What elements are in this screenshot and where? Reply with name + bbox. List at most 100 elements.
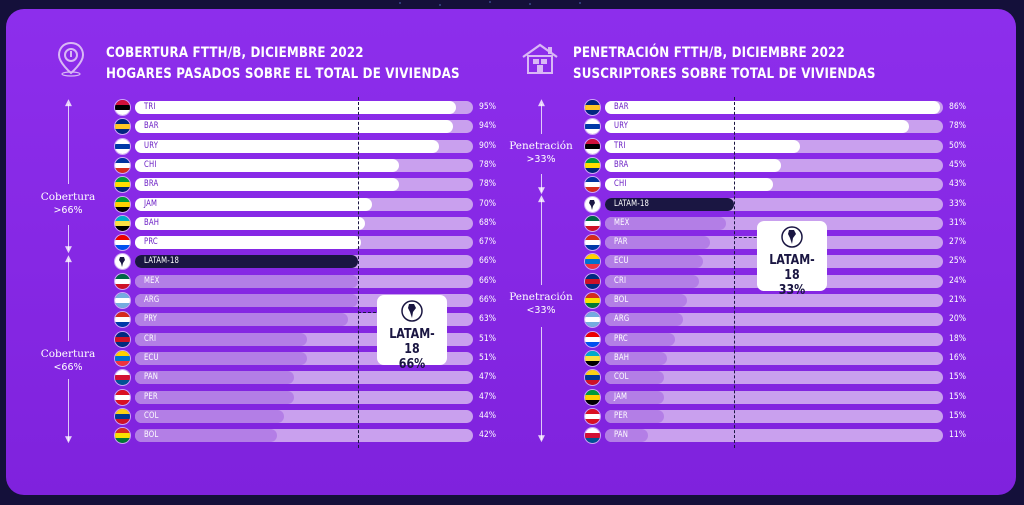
bar-track: URY: [605, 120, 943, 134]
value-label: 95%: [479, 102, 497, 112]
bar-ecu: [135, 351, 308, 365]
bar-col: [135, 409, 284, 423]
value-label: 44%: [479, 410, 497, 421]
group-arrow-left-below: [68, 259, 69, 341]
value-label: 16%: [949, 352, 967, 363]
bar-track: BAR: [135, 120, 473, 134]
flag-icon-jam: [115, 196, 130, 212]
bar-jam: [605, 390, 664, 404]
value-label: 45%: [949, 159, 967, 170]
bar-track: BAR: [605, 101, 943, 114]
value-label: 90%: [479, 140, 497, 151]
category-label: TRI: [144, 102, 156, 112]
value-label: 78%: [479, 159, 497, 170]
bar-jam: [135, 197, 372, 211]
bar-par: [605, 236, 711, 250]
bar-track: BAH: [605, 351, 943, 365]
category-label: PRY: [144, 314, 158, 325]
flag-icon-bar: [585, 100, 600, 115]
category-label: CRI: [144, 333, 157, 344]
category-label: LATAM-18: [144, 256, 180, 267]
bar-track: LATAM-18: [135, 255, 473, 269]
bar-bah: [605, 351, 668, 365]
value-label: 24%: [949, 275, 967, 286]
flag-icon-cri: [585, 273, 600, 289]
reference-callout: LATAM-18 66%: [377, 295, 447, 372]
flag-icon-per: [585, 408, 600, 424]
category-label: BOL: [614, 295, 629, 305]
bar-track: TRI: [605, 139, 943, 153]
value-label: 63%: [479, 314, 497, 325]
bar-bol: [605, 294, 687, 307]
bar-track: JAM: [135, 197, 473, 211]
value-label: 11%: [949, 430, 967, 441]
category-label: JAM: [614, 391, 628, 402]
bar-track: BOL: [605, 294, 943, 307]
value-label: 66%: [479, 256, 497, 267]
group-arrow-right-above: [541, 104, 542, 134]
flag-icon-col: [585, 370, 600, 386]
chart-left-subtitle: HOGARES PASADOS SOBRE EL TOTAL DE VIVIEN…: [106, 66, 460, 82]
bar-track: BRA: [135, 178, 473, 192]
bar-per: [135, 390, 294, 404]
bar-chi: [135, 158, 399, 172]
value-label: 43%: [949, 179, 967, 190]
bar-pry: [135, 313, 348, 327]
flag-icon-bra: [115, 177, 130, 193]
value-label: 68%: [479, 217, 497, 228]
reference-line: [358, 97, 360, 449]
flag-icon-pan: [585, 428, 600, 444]
flag-icon-bra: [585, 157, 600, 173]
bar-prc: [135, 236, 362, 250]
category-label: URY: [144, 140, 159, 151]
group-arrow-right-below-2: [541, 327, 542, 440]
group-label-below-left: Cobertura <66%: [40, 348, 96, 373]
value-label: 18%: [949, 333, 967, 344]
bar-bar: [135, 120, 453, 134]
flag-icon-mex: [585, 215, 600, 231]
bar-track: PAN: [605, 429, 943, 443]
flag-icon-pan: [115, 370, 130, 386]
category-label: COL: [614, 372, 629, 383]
group-label-below-right: Penetración <33%: [509, 291, 573, 316]
flag-icon-jam: [585, 389, 600, 405]
main-panel: COBERTURA FTTH/B, DICIEMBRE 2022 HOGARES…: [6, 9, 1016, 495]
chart-right-subtitle: SUSCRIPTORES SOBRE TOTAL DE VIVIENDAS: [573, 66, 876, 82]
flag-icon-col: [115, 408, 130, 424]
bar-tri: [135, 101, 457, 114]
category-label: BAH: [614, 352, 630, 363]
category-label: BRA: [144, 179, 159, 190]
category-label: LATAM-18: [614, 198, 650, 209]
flag-icon-bah: [585, 350, 600, 366]
flag-icon-par: [585, 235, 600, 251]
flag-icon-per: [115, 389, 130, 405]
bar-per: [605, 409, 664, 423]
category-label: PER: [614, 410, 628, 421]
category-label: ARG: [614, 314, 630, 325]
bar-track: PRC: [605, 332, 943, 346]
value-label: 78%: [479, 179, 497, 190]
category-label: BAR: [614, 102, 629, 112]
category-label: MEX: [614, 217, 630, 228]
bar-arg: [605, 313, 683, 327]
location-pin-icon: [56, 41, 86, 81]
category-label: JAM: [144, 198, 158, 209]
category-label: CHI: [614, 179, 627, 190]
value-label: 33%: [949, 198, 967, 209]
bar-bol: [135, 429, 277, 443]
flag-icon-arg: [115, 293, 130, 308]
value-label: 86%: [949, 102, 967, 112]
flag-icon-bol: [585, 293, 600, 308]
value-label: 70%: [479, 198, 497, 209]
bar-mex: [605, 216, 726, 230]
bar-track: PRC: [135, 236, 473, 250]
decorative-dots: [399, 1, 581, 6]
category-label: BOL: [144, 430, 159, 441]
value-label: 42%: [479, 430, 497, 441]
bar-track: MEX: [135, 274, 473, 288]
group-arrow-left-below-2: [68, 379, 69, 441]
flag-icon-prc: [115, 235, 130, 251]
bar-track: PER: [135, 390, 473, 404]
arrow-up-icon: ▲: [538, 194, 545, 204]
flag-icon-tri: [115, 100, 130, 115]
